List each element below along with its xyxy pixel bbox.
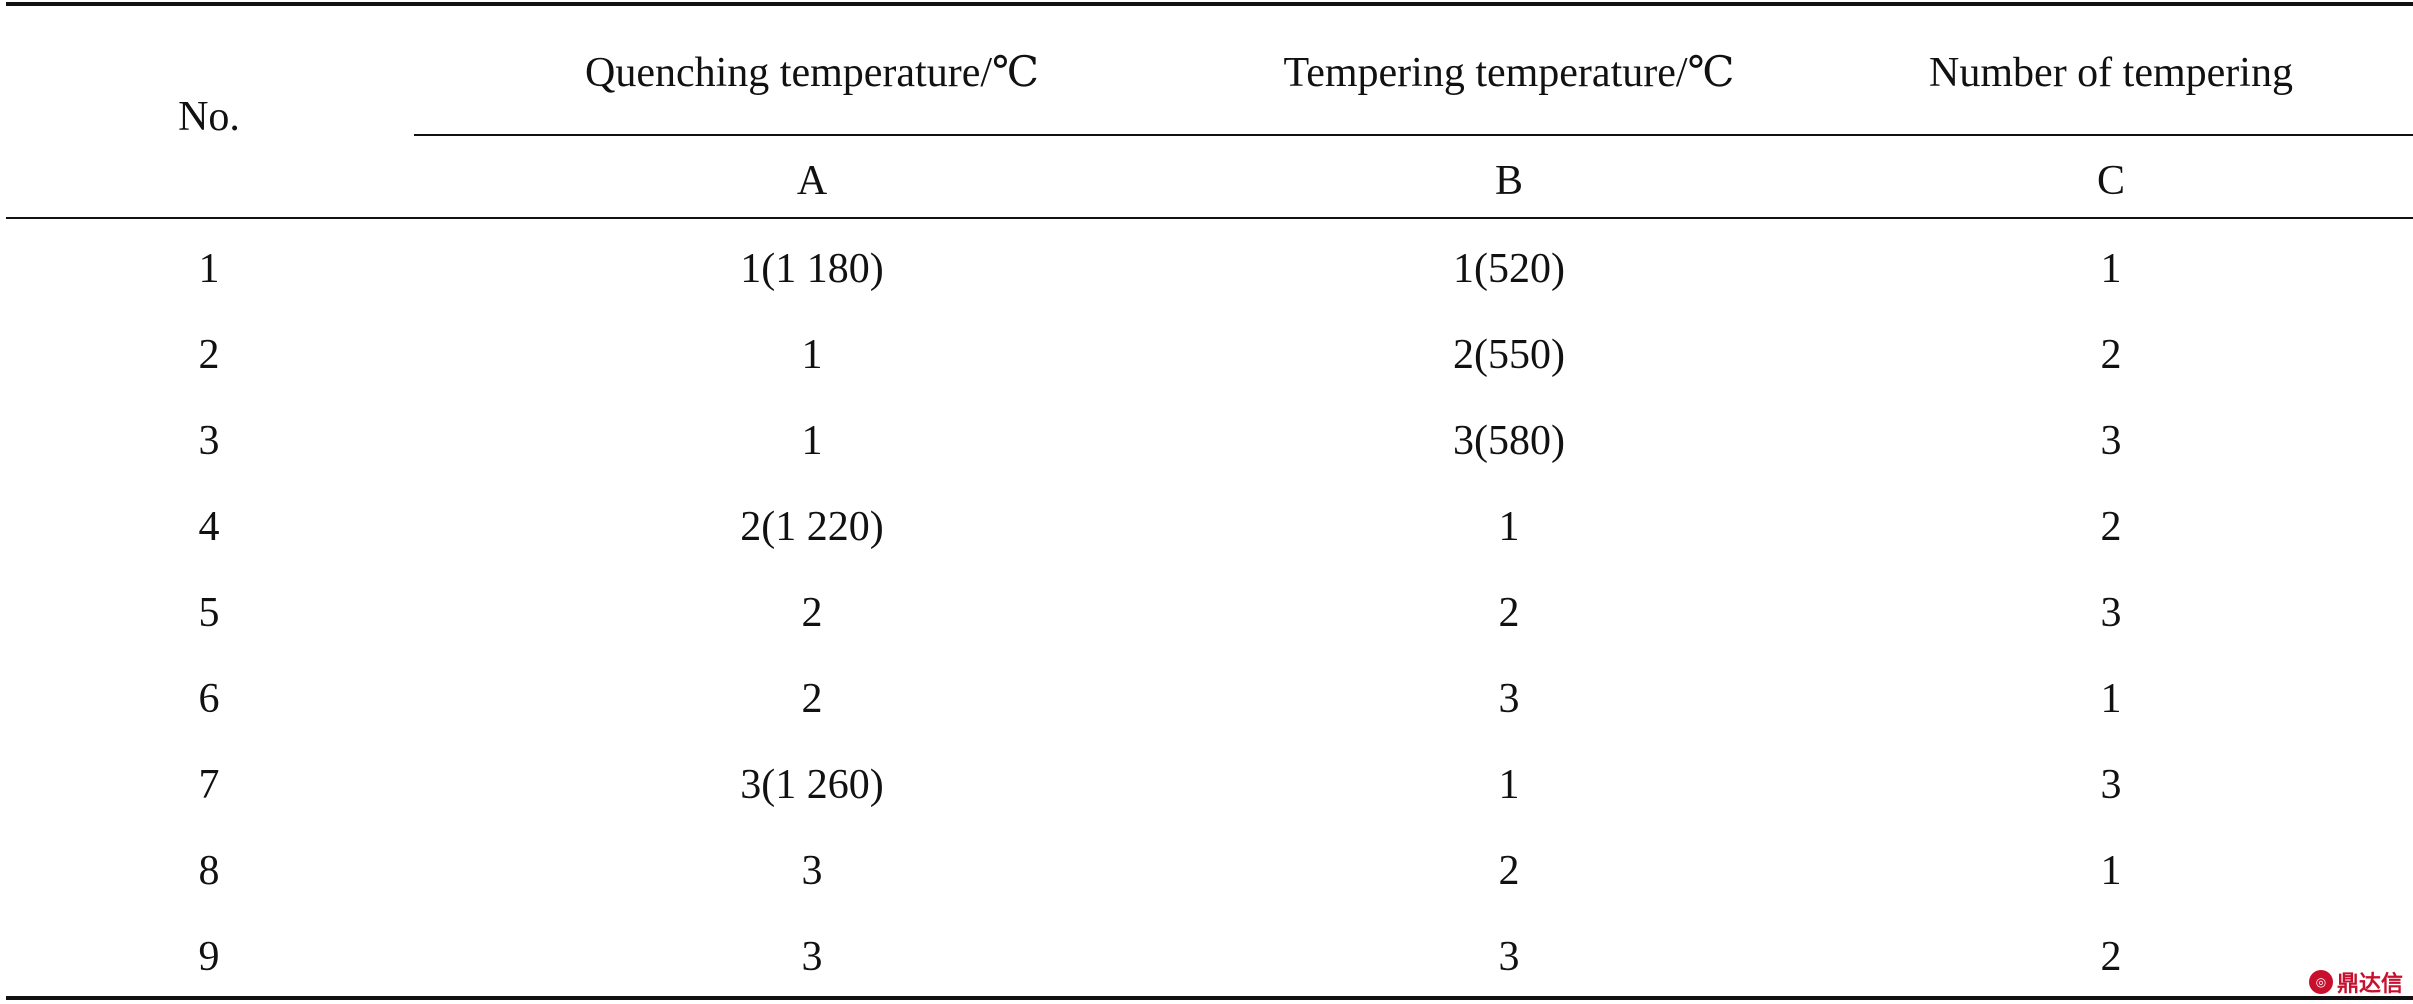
cell-factor-c: 2	[2100, 934, 2122, 980]
cell-factor-a: 3	[801, 934, 823, 980]
cell-no: 1	[198, 246, 220, 292]
cell-factor-a: 1(1 180)	[740, 246, 884, 292]
cell-factor-b: 1(520)	[1453, 246, 1565, 292]
cell-no: 7	[198, 762, 220, 808]
header-quenching-temperature: Quenching temperature/℃	[585, 50, 1039, 96]
table-top-rule	[6, 2, 2413, 6]
cell-factor-c: 1	[2100, 848, 2122, 894]
table-bottom-rule	[6, 996, 2413, 1000]
cell-factor-b: 1	[1498, 504, 1520, 550]
header-number-of-tempering: Number of tempering	[1929, 50, 2293, 96]
cell-factor-b: 2	[1498, 848, 1520, 894]
cell-factor-b: 3(580)	[1453, 418, 1565, 464]
cell-factor-a: 3(1 260)	[740, 762, 884, 808]
cell-no: 8	[198, 848, 220, 894]
header-bottom-rule	[6, 217, 2413, 219]
cell-no: 4	[198, 504, 220, 550]
cell-factor-c: 3	[2100, 590, 2122, 636]
cell-no: 5	[198, 590, 220, 636]
cell-factor-a: 1	[801, 418, 823, 464]
cell-factor-b: 3	[1498, 934, 1520, 980]
cell-no: 9	[198, 934, 220, 980]
cell-factor-c: 2	[2100, 504, 2122, 550]
logo-icon: ◎	[2309, 970, 2333, 994]
cell-factor-c: 1	[2100, 246, 2122, 292]
cell-no: 2	[198, 332, 220, 378]
cell-factor-a: 2	[801, 676, 823, 722]
header-no: No.	[178, 94, 240, 140]
watermark-logo: ◎ 鼎达信	[2309, 966, 2403, 998]
cell-factor-b: 2	[1498, 590, 1520, 636]
cell-factor-b: 2(550)	[1453, 332, 1565, 378]
cell-no: 6	[198, 676, 220, 722]
cell-no: 3	[198, 418, 220, 464]
header-divider-rule	[414, 134, 2413, 136]
cell-factor-c: 2	[2100, 332, 2122, 378]
cell-factor-b: 1	[1498, 762, 1520, 808]
cell-factor-a: 1	[801, 332, 823, 378]
cell-factor-c: 3	[2100, 762, 2122, 808]
watermark-text: 鼎达信	[2337, 972, 2404, 997]
header-factor-a: A	[796, 158, 828, 204]
cell-factor-c: 1	[2100, 676, 2122, 722]
header-factor-c: C	[2096, 158, 2126, 204]
cell-factor-b: 3	[1498, 676, 1520, 722]
cell-factor-a: 2	[801, 590, 823, 636]
header-factor-b: B	[1494, 158, 1524, 204]
cell-factor-c: 3	[2100, 418, 2122, 464]
header-tempering-temperature: Tempering temperature/℃	[1283, 50, 1735, 96]
cell-factor-a: 2(1 220)	[740, 504, 884, 550]
cell-factor-a: 3	[801, 848, 823, 894]
